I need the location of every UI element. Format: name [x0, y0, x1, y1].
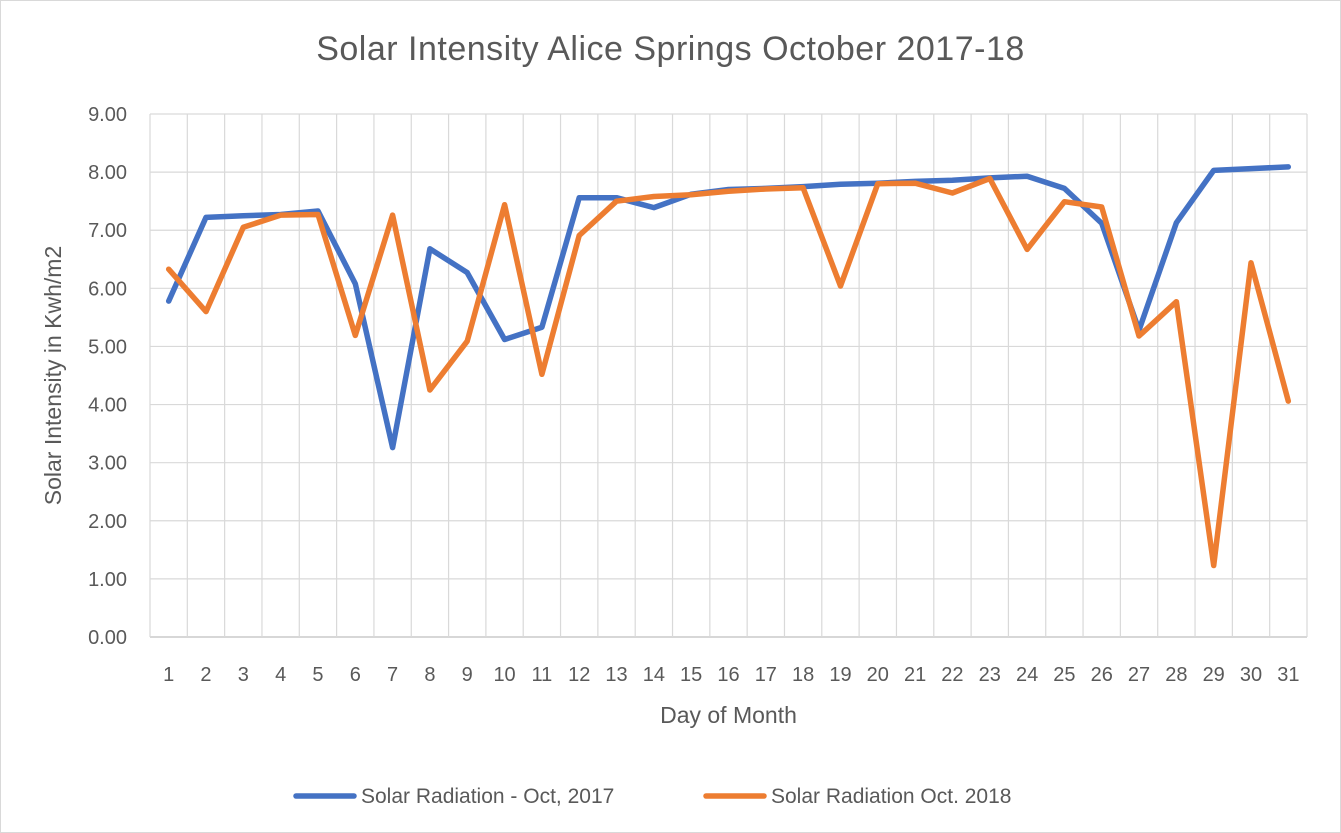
y-tick-label: 7.00	[88, 220, 127, 242]
x-axis-tick-labels: 1 2 3 4 5 6 7 8 9 10 11 12 13 14 15 16 17 18 19 20 21 22 23 24 2…	[163, 664, 1299, 686]
x-tick-label: 23	[979, 664, 1001, 686]
y-tick-label: 8.00	[88, 162, 127, 184]
x-tick-label: 8	[424, 664, 435, 686]
x-tick-label: 22	[941, 664, 963, 686]
x-tick-label: 3	[238, 664, 249, 686]
chart-title: Solar Intensity Alice Springs October 20…	[316, 30, 1025, 68]
y-tick-label: 5.00	[88, 336, 127, 358]
x-tick-label: 15	[680, 664, 702, 686]
x-tick-label: 21	[904, 664, 926, 686]
x-tick-label: 7	[387, 664, 398, 686]
legend-label-2: Solar Radiation Oct. 2018	[771, 785, 1011, 808]
x-tick-label: 11	[532, 664, 553, 686]
x-tick-label: 14	[643, 664, 665, 686]
y-tick-label: 1.00	[88, 569, 127, 591]
x-tick-label: 9	[462, 664, 473, 686]
x-tick-label: 16	[717, 664, 739, 686]
x-tick-label: 10	[493, 664, 515, 686]
x-tick-label: 20	[867, 664, 889, 686]
y-tick-label: 3.00	[88, 453, 127, 475]
x-tick-label: 4	[275, 664, 286, 686]
legend: Solar Radiation - Oct, 2017 Solar Radiati…	[293, 785, 1011, 808]
x-tick-label: 13	[605, 664, 627, 686]
x-tick-label: 25	[1053, 664, 1075, 686]
y-tick-label: 0.00	[88, 627, 127, 649]
x-tick-label: 26	[1091, 664, 1113, 686]
x-tick-label: 19	[829, 664, 851, 686]
x-tick-label: 18	[792, 664, 814, 686]
y-tick-label: 2.00	[88, 511, 127, 533]
y-axis-tick-labels: 0.00 1.00 2.00 3.00 4.00 5.00 6.00 7.00 8.00 9.00	[88, 104, 127, 649]
x-tick-label: 5	[312, 664, 323, 686]
x-tick-label: 31	[1277, 664, 1299, 686]
x-tick-label: 6	[350, 664, 361, 686]
legend-label-1: Solar Radiation - Oct, 2017	[361, 785, 614, 808]
y-axis-title: Solar Intensity in Kwh/m2	[40, 246, 66, 506]
x-tick-label: 29	[1203, 664, 1225, 686]
series-line-2	[165, 175, 1292, 569]
x-tick-label: 12	[568, 664, 590, 686]
series-lines	[165, 164, 1292, 569]
x-tick-label: 1	[163, 664, 174, 686]
x-tick-label: 24	[1016, 664, 1038, 686]
x-axis-title: Day of Month	[660, 702, 797, 728]
x-tick-label: 27	[1128, 664, 1150, 686]
y-tick-label: 6.00	[88, 278, 127, 300]
y-tick-label: 4.00	[88, 395, 127, 417]
x-tick-label: 30	[1240, 664, 1262, 686]
x-tick-label: 28	[1165, 664, 1187, 686]
x-tick-label: 17	[755, 664, 777, 686]
x-tick-label: 2	[200, 664, 211, 686]
y-tick-label: 9.00	[88, 104, 127, 126]
